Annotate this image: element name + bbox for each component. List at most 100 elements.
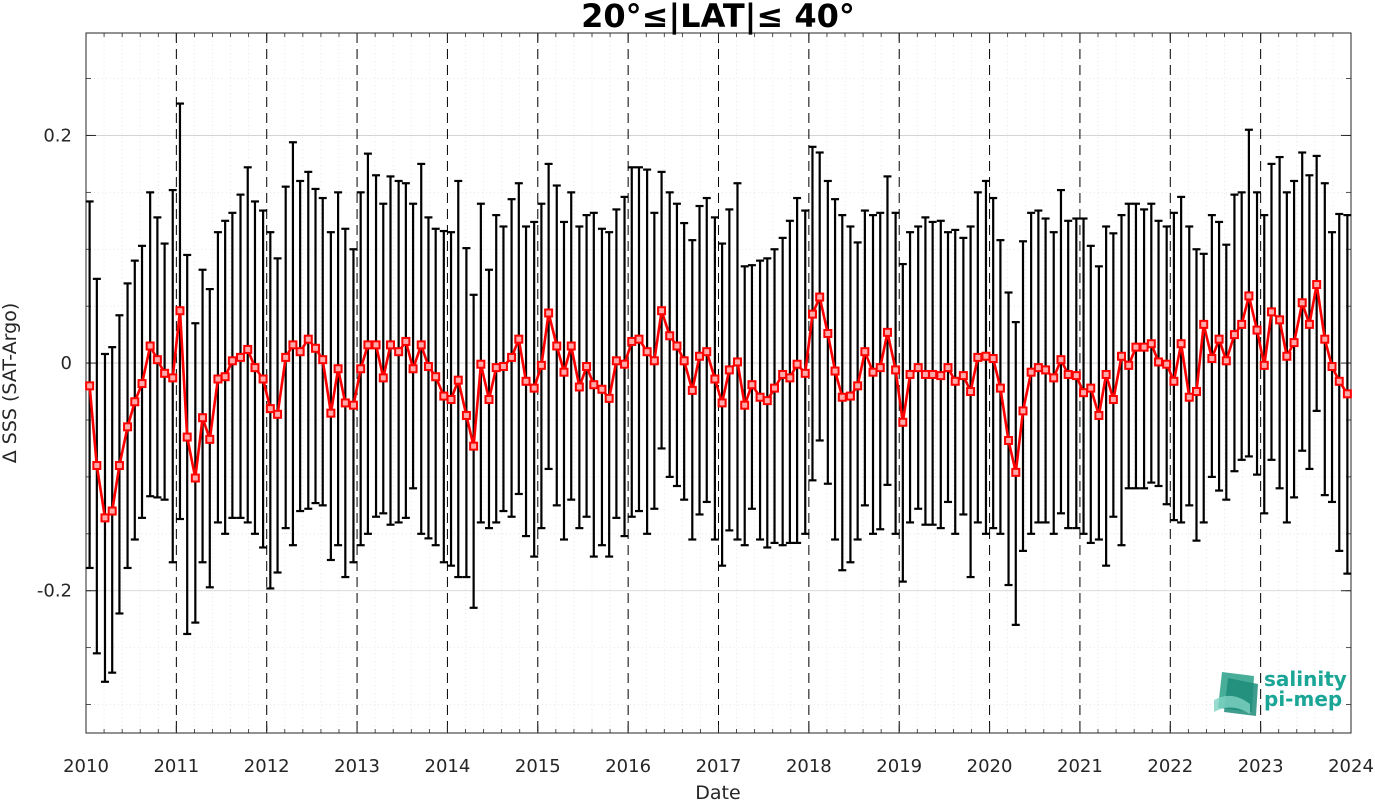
data-point (1199, 319, 1209, 329)
x-tick-label: 2016 (605, 756, 651, 777)
axis-ticks (85, 33, 1352, 733)
data-point (416, 340, 426, 350)
x-tick-label: 2010 (63, 756, 109, 777)
salinity-pimep-logo: salinity pi-mep (1214, 667, 1347, 716)
data-point (582, 361, 592, 371)
data-point (1184, 392, 1194, 402)
data-point (611, 356, 621, 366)
data-point (100, 513, 110, 523)
data-point (853, 381, 863, 391)
data-point (823, 328, 833, 338)
data-point (145, 341, 155, 351)
data-point (672, 341, 682, 351)
data-point (1266, 307, 1276, 317)
data-point (288, 340, 298, 350)
data-point (807, 309, 817, 319)
data-point (1229, 330, 1239, 340)
data-point (333, 364, 343, 374)
data-point (642, 347, 652, 357)
data-point (950, 376, 960, 386)
data-point (800, 368, 810, 378)
data-point (988, 354, 998, 364)
data-point (453, 375, 463, 385)
data-point (1282, 351, 1292, 361)
y-axis-label: Δ SSS (SAT-Argo) (0, 303, 21, 463)
x-tick-label: 2014 (425, 756, 471, 777)
data-point (1018, 406, 1028, 416)
data-point (552, 341, 562, 351)
data-point (649, 356, 659, 366)
y-tick-label: 0 (61, 353, 72, 374)
data-point (326, 408, 336, 418)
data-point (981, 351, 991, 361)
data-point (634, 334, 644, 344)
data-point (905, 369, 915, 379)
data-point (1312, 280, 1322, 290)
x-tick-label: 2018 (786, 756, 832, 777)
data-point (137, 379, 147, 389)
data-point (371, 340, 381, 350)
data-point (1244, 291, 1254, 301)
data-point (1342, 389, 1352, 399)
data-point (446, 395, 456, 405)
data-point (469, 441, 479, 451)
data-point (491, 363, 501, 373)
data-point (928, 369, 938, 379)
data-point (755, 392, 765, 402)
x-tick-label: 2015 (515, 756, 561, 777)
data-point (190, 473, 200, 483)
y-tick-label: -0.2 (37, 581, 72, 602)
data-point (1334, 376, 1344, 386)
data-point (1207, 354, 1217, 364)
data-point (220, 372, 230, 382)
data-point (1327, 361, 1337, 371)
data-point (461, 410, 471, 420)
data-point (205, 434, 215, 444)
y-tick-label: 0.2 (43, 125, 72, 146)
x-tick-label: 2019 (876, 756, 922, 777)
data-point (340, 398, 350, 408)
chart-title: 20°≤|LAT|≤ 40° (581, 0, 855, 36)
data-point (236, 352, 246, 362)
data-point (1297, 298, 1307, 308)
data-point (837, 392, 847, 402)
data-point (687, 385, 697, 395)
data-point (378, 373, 388, 383)
data-point (973, 352, 983, 362)
x-tick-label: 2021 (1057, 756, 1103, 777)
data-point (1049, 373, 1059, 383)
data-point (1004, 435, 1014, 445)
data-point (152, 355, 162, 365)
data-point (394, 347, 404, 357)
data-point (281, 352, 291, 362)
data-markers (85, 280, 1352, 523)
year-dividers (175, 33, 1262, 733)
data-point (1237, 319, 1247, 329)
data-point (566, 341, 576, 351)
data-point (363, 340, 373, 350)
data-point (484, 395, 494, 405)
data-point (589, 380, 599, 390)
data-point (724, 365, 734, 375)
data-point (401, 336, 411, 346)
data-point (529, 383, 539, 393)
data-point (740, 400, 750, 410)
data-point (770, 383, 780, 393)
x-tick-label: 2011 (153, 756, 199, 777)
data-point (1221, 356, 1231, 366)
x-tick-label: 2022 (1147, 756, 1193, 777)
data-point (498, 361, 508, 371)
data-point (114, 461, 124, 471)
x-tick-labels: 2010 2011 2012 2013 2014 2015 2016 2017 2018 2019… (63, 756, 1374, 777)
data-point (620, 359, 630, 369)
data-point (898, 417, 908, 427)
data-point (845, 391, 855, 401)
data-point (1289, 338, 1299, 348)
data-point (695, 351, 705, 361)
data-point (107, 506, 117, 516)
data-point (213, 374, 223, 384)
data-point (1026, 367, 1036, 377)
data-point (1176, 339, 1186, 349)
data-point (891, 365, 901, 375)
